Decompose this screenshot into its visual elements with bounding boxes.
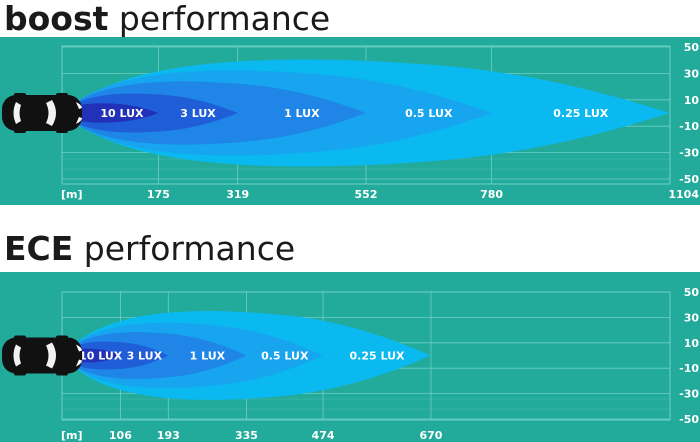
chart-title-ece: ECE performance	[4, 232, 295, 265]
zone-label: 0.25 LUX	[350, 350, 406, 363]
car-top-view-icon	[2, 93, 82, 133]
x-tick-label: 193	[157, 429, 180, 442]
car-windshield	[46, 100, 56, 126]
x-tick-label: 106	[109, 429, 132, 442]
car-wheel	[14, 127, 26, 133]
zone-label: 3 LUX	[127, 350, 163, 363]
car-headlight	[76, 102, 82, 109]
car-wheel	[14, 93, 26, 99]
zone-label: 10 LUX	[79, 350, 123, 363]
x-tick-label: 780	[480, 188, 503, 201]
zone-label: 0.5 LUX	[405, 107, 453, 120]
car-body	[2, 337, 82, 374]
y-tick-label: -50	[679, 413, 699, 426]
car-windshield	[46, 342, 56, 369]
y-tick-label: 50	[684, 41, 700, 54]
y-tick-label: 30	[684, 311, 700, 324]
car-body	[2, 95, 82, 131]
beam-zones	[64, 59, 670, 167]
car-top-view-icon	[2, 335, 82, 376]
y-tick-label: 10	[684, 94, 700, 107]
zone-label: 10 LUX	[100, 107, 144, 120]
beam-zones	[64, 311, 431, 400]
x-tick-labels: [m] 106 193 335 474 670	[61, 429, 443, 442]
zone-labels: 0.25 LUX 0.5 LUX 1 LUX 3 LUX 10 LUX	[79, 350, 405, 363]
zone-label: 0.25 LUX	[553, 107, 609, 120]
y-tick-label: -10	[679, 362, 699, 375]
car-headlight	[76, 117, 82, 124]
y-tick-label: -50	[679, 173, 699, 186]
chart-title-boost: boost performance	[4, 2, 330, 35]
y-tick-label: 50	[684, 286, 700, 299]
beam-zone	[64, 103, 159, 123]
y-tick-labels: 50 30 10 -10 -30 -50	[679, 286, 699, 426]
car-headlight	[76, 344, 82, 352]
x-tick-label: 175	[147, 188, 170, 201]
y-tick-label: -30	[679, 147, 699, 160]
x-tick-labels: [m] 175 319 552 780 1104	[61, 188, 699, 201]
x-tick-label: 319	[226, 188, 249, 201]
title-bold-word: ECE	[4, 229, 74, 268]
car-wheel	[14, 335, 26, 342]
title-bold-word: boost	[4, 0, 109, 38]
y-tick-labels: 50 30 10 -10 -30 -50	[679, 41, 699, 186]
x-tick-label: 552	[355, 188, 378, 201]
x-tick-label: 1104	[668, 188, 699, 201]
car-rear-window	[13, 344, 21, 367]
x-unit-label: [m]	[61, 188, 83, 201]
car-wheel	[14, 369, 26, 376]
title-rest: performance	[108, 0, 331, 38]
boost-beam-chart: 0.25 LUX 0.5 LUX 1 LUX 3 LUX 10 LUX 50 30 10 -10…	[0, 37, 700, 205]
y-tick-label: 10	[684, 337, 700, 350]
zone-label: 1 LUX	[190, 350, 226, 363]
car-wheel	[56, 335, 68, 342]
zone-label: 3 LUX	[180, 107, 216, 120]
y-tick-label: -10	[679, 120, 699, 133]
x-tick-label: 670	[420, 429, 443, 442]
y-tick-label: -30	[679, 388, 699, 401]
car-wheel	[56, 127, 68, 133]
car-wheel	[56, 369, 68, 376]
y-tick-label: 30	[684, 67, 700, 80]
car-headlight	[76, 359, 82, 367]
zone-label: 0.5 LUX	[261, 350, 309, 363]
car-wheel	[56, 93, 68, 99]
x-unit-label: [m]	[61, 429, 83, 442]
zone-labels: 0.25 LUX 0.5 LUX 1 LUX 3 LUX 10 LUX	[100, 107, 608, 120]
x-tick-label: 335	[235, 429, 258, 442]
ece-beam-chart: 0.25 LUX 0.5 LUX 1 LUX 3 LUX 10 LUX 50 30 10 -10…	[0, 272, 700, 442]
x-tick-label: 474	[312, 429, 335, 442]
title-rest: performance	[73, 229, 296, 268]
zone-label: 1 LUX	[284, 107, 320, 120]
car-rear-window	[13, 102, 21, 124]
